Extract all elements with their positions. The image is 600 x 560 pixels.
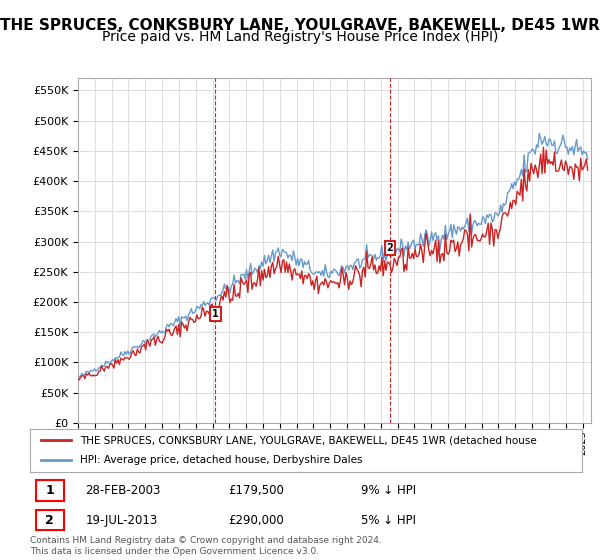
FancyBboxPatch shape bbox=[35, 480, 64, 501]
Text: Contains HM Land Registry data © Crown copyright and database right 2024.
This d: Contains HM Land Registry data © Crown c… bbox=[30, 536, 382, 556]
Text: 19-JUL-2013: 19-JUL-2013 bbox=[85, 514, 157, 526]
Text: 2: 2 bbox=[386, 242, 393, 253]
Text: HPI: Average price, detached house, Derbyshire Dales: HPI: Average price, detached house, Derb… bbox=[80, 455, 362, 465]
Text: 5% ↓ HPI: 5% ↓ HPI bbox=[361, 514, 416, 526]
Text: 2: 2 bbox=[46, 514, 54, 526]
Text: £179,500: £179,500 bbox=[229, 484, 284, 497]
Text: 1: 1 bbox=[212, 309, 219, 319]
Text: THE SPRUCES, CONKSBURY LANE, YOULGRAVE, BAKEWELL, DE45 1WR: THE SPRUCES, CONKSBURY LANE, YOULGRAVE, … bbox=[0, 18, 600, 33]
Text: THE SPRUCES, CONKSBURY LANE, YOULGRAVE, BAKEWELL, DE45 1WR (detached house: THE SPRUCES, CONKSBURY LANE, YOULGRAVE, … bbox=[80, 436, 536, 445]
Text: 9% ↓ HPI: 9% ↓ HPI bbox=[361, 484, 416, 497]
Text: £290,000: £290,000 bbox=[229, 514, 284, 526]
Text: Price paid vs. HM Land Registry's House Price Index (HPI): Price paid vs. HM Land Registry's House … bbox=[102, 30, 498, 44]
Text: 28-FEB-2003: 28-FEB-2003 bbox=[85, 484, 161, 497]
FancyBboxPatch shape bbox=[35, 510, 64, 530]
Text: 1: 1 bbox=[46, 484, 54, 497]
